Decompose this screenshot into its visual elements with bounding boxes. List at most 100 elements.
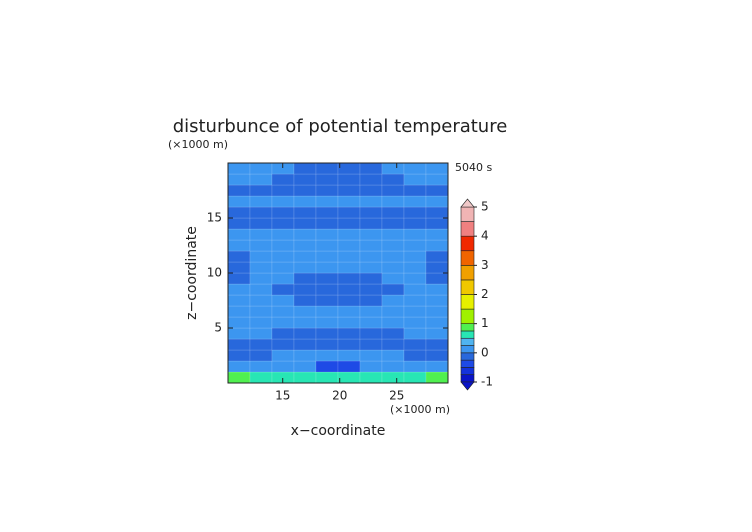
field-cell xyxy=(425,371,449,384)
field-cell xyxy=(315,239,339,252)
field-cell xyxy=(227,338,251,351)
field-cell xyxy=(293,206,317,219)
field-cell xyxy=(359,305,383,318)
field-cell xyxy=(403,305,427,318)
field-cell xyxy=(359,349,383,362)
field-cell xyxy=(249,349,273,362)
field-cell xyxy=(227,349,251,362)
y-unit-label: (×1000 m) xyxy=(168,138,228,151)
field-cell xyxy=(315,349,339,362)
colorbar-tick-label: 0 xyxy=(481,345,489,359)
field-cell xyxy=(403,272,427,285)
colorbar-segment xyxy=(460,250,475,266)
field-cell xyxy=(271,294,295,307)
field-cell xyxy=(359,316,383,329)
field-cell xyxy=(359,184,383,197)
field-cell xyxy=(403,217,427,230)
colorbar-segment xyxy=(460,294,475,310)
field-cell xyxy=(337,184,361,197)
field-cell xyxy=(425,294,449,307)
field-cell xyxy=(337,239,361,252)
field-cell xyxy=(249,371,273,384)
field-cell xyxy=(271,316,295,329)
field-cell xyxy=(381,162,405,175)
field-cell xyxy=(227,228,251,241)
field-cell xyxy=(249,316,273,329)
field-cell xyxy=(337,305,361,318)
field-cell xyxy=(249,228,273,241)
field-cell xyxy=(315,184,339,197)
field-cell xyxy=(271,195,295,208)
field-cell xyxy=(425,261,449,274)
field-cell xyxy=(315,327,339,340)
field-cell xyxy=(381,239,405,252)
field-cell xyxy=(403,371,427,384)
field-cell xyxy=(359,360,383,373)
colorbar-segment xyxy=(460,337,475,346)
y-tick-label: 10 xyxy=(207,266,222,280)
field-cell xyxy=(425,206,449,219)
colorbar-segment xyxy=(460,323,475,332)
field-cell xyxy=(381,371,405,384)
field-cell xyxy=(381,338,405,351)
field-cell xyxy=(403,173,427,186)
field-cell xyxy=(293,327,317,340)
field-cell xyxy=(403,327,427,340)
field-cell xyxy=(381,294,405,307)
field-cell xyxy=(381,217,405,230)
field-cell xyxy=(403,261,427,274)
field-cell xyxy=(249,261,273,274)
field-cell xyxy=(293,360,317,373)
field-cell xyxy=(425,173,449,186)
field-cell xyxy=(249,184,273,197)
time-label: 5040 s xyxy=(455,161,492,174)
field-cell xyxy=(227,294,251,307)
field-cell xyxy=(337,272,361,285)
field-cell xyxy=(271,327,295,340)
field-cell xyxy=(293,349,317,362)
field-cell xyxy=(425,272,449,285)
colorbar-segment xyxy=(460,235,475,252)
field-cell xyxy=(249,327,273,340)
field-cell xyxy=(271,360,295,373)
field-cell xyxy=(337,195,361,208)
field-cell xyxy=(425,338,449,351)
field-cell xyxy=(271,250,295,263)
field-cell xyxy=(249,217,273,230)
field-cell xyxy=(271,349,295,362)
field-cell xyxy=(425,184,449,197)
field-cell xyxy=(337,173,361,186)
field-cell xyxy=(271,272,295,285)
field-cell xyxy=(359,294,383,307)
colorbar-tick-label: 5 xyxy=(481,200,489,214)
field-cell xyxy=(227,261,251,274)
field-cell xyxy=(337,349,361,362)
field-cell xyxy=(337,162,361,175)
field-cell xyxy=(271,261,295,274)
field-cell xyxy=(337,360,361,373)
field-cell xyxy=(271,173,295,186)
field-cell xyxy=(337,250,361,263)
colorbar-segment xyxy=(460,359,475,368)
x-tick-label: 20 xyxy=(332,389,347,403)
colorbar-segment xyxy=(460,265,475,281)
field-cell xyxy=(315,283,339,296)
field-cell xyxy=(381,261,405,274)
field-cell xyxy=(293,250,317,263)
field-cell xyxy=(293,305,317,318)
colorbar-tick-label: 4 xyxy=(481,229,489,243)
field-cell xyxy=(403,195,427,208)
field-cell xyxy=(337,261,361,274)
field-cell xyxy=(403,206,427,219)
field-cell xyxy=(293,184,317,197)
field-cell xyxy=(359,338,383,351)
field-cell xyxy=(315,371,339,384)
field-cell xyxy=(315,316,339,329)
field-cell xyxy=(337,338,361,351)
field-cell xyxy=(315,305,339,318)
field-cell xyxy=(359,162,383,175)
field-cell xyxy=(403,250,427,263)
field-cell xyxy=(359,173,383,186)
field-cell xyxy=(381,173,405,186)
